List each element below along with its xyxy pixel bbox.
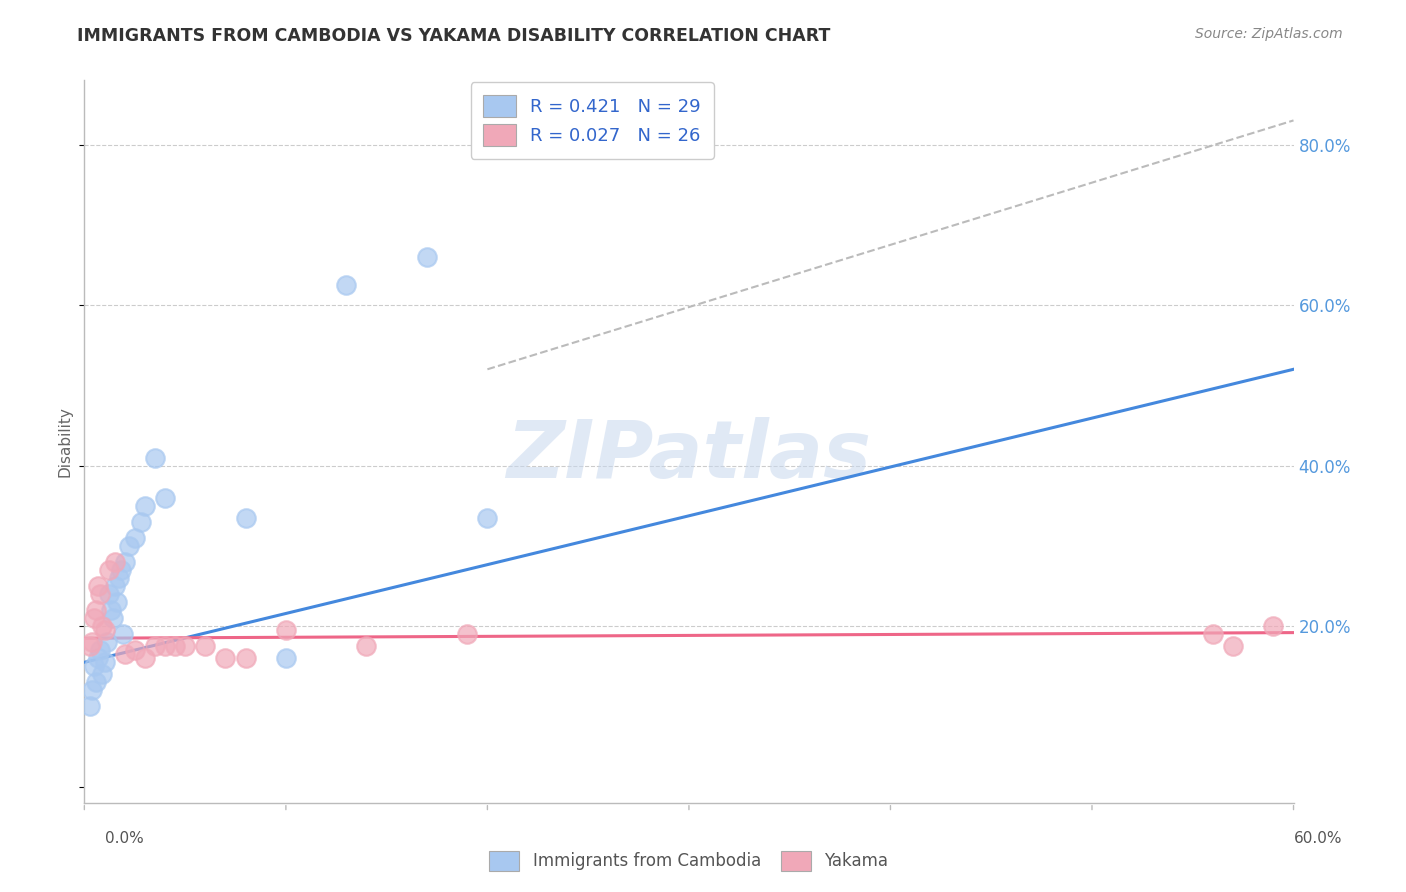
Point	[129, 515, 152, 529]
Point	[96, 635, 118, 649]
Point	[1202, 627, 1225, 641]
Point	[100, 603, 122, 617]
Point	[214, 651, 236, 665]
Point	[83, 659, 105, 673]
Point	[124, 531, 146, 545]
Point	[110, 563, 132, 577]
Point	[89, 587, 111, 601]
Point	[91, 667, 114, 681]
Point	[174, 639, 197, 653]
Point	[1263, 619, 1285, 633]
Point	[87, 651, 110, 665]
Point	[143, 450, 166, 465]
Text: Source: ZipAtlas.com: Source: ZipAtlas.com	[1195, 27, 1343, 41]
Point	[165, 639, 187, 653]
Point	[104, 579, 127, 593]
Point	[477, 510, 499, 524]
Point	[416, 250, 439, 264]
Point	[456, 627, 478, 641]
Point	[89, 643, 111, 657]
Point	[114, 555, 136, 569]
Point	[97, 563, 120, 577]
Point	[93, 655, 115, 669]
Point	[87, 579, 110, 593]
Point	[79, 699, 101, 714]
Point	[86, 675, 108, 690]
Point	[118, 539, 141, 553]
Point	[134, 651, 156, 665]
Point	[82, 635, 104, 649]
Point	[105, 595, 128, 609]
Y-axis label: Disability: Disability	[58, 406, 72, 477]
Point	[107, 571, 129, 585]
Point	[235, 651, 257, 665]
Point	[134, 499, 156, 513]
Point	[101, 611, 124, 625]
Text: 0.0%: 0.0%	[105, 831, 145, 846]
Point	[83, 611, 105, 625]
Point	[194, 639, 217, 653]
Point	[153, 639, 176, 653]
Text: ZIPatlas: ZIPatlas	[506, 417, 872, 495]
Point	[124, 643, 146, 657]
Point	[104, 555, 127, 569]
Point	[143, 639, 166, 653]
Point	[79, 639, 101, 653]
Point	[1222, 639, 1244, 653]
Point	[356, 639, 378, 653]
Point	[86, 603, 108, 617]
Point	[335, 277, 357, 292]
Point	[97, 587, 120, 601]
Point	[91, 619, 114, 633]
Legend: Immigrants from Cambodia, Yakama: Immigrants from Cambodia, Yakama	[482, 844, 896, 878]
Point	[82, 683, 104, 698]
Text: 60.0%: 60.0%	[1295, 831, 1343, 846]
Point	[274, 623, 297, 637]
Point	[93, 623, 115, 637]
Point	[235, 510, 257, 524]
Text: IMMIGRANTS FROM CAMBODIA VS YAKAMA DISABILITY CORRELATION CHART: IMMIGRANTS FROM CAMBODIA VS YAKAMA DISAB…	[77, 27, 831, 45]
Point	[274, 651, 297, 665]
Point	[111, 627, 134, 641]
Point	[153, 491, 176, 505]
Point	[114, 648, 136, 662]
